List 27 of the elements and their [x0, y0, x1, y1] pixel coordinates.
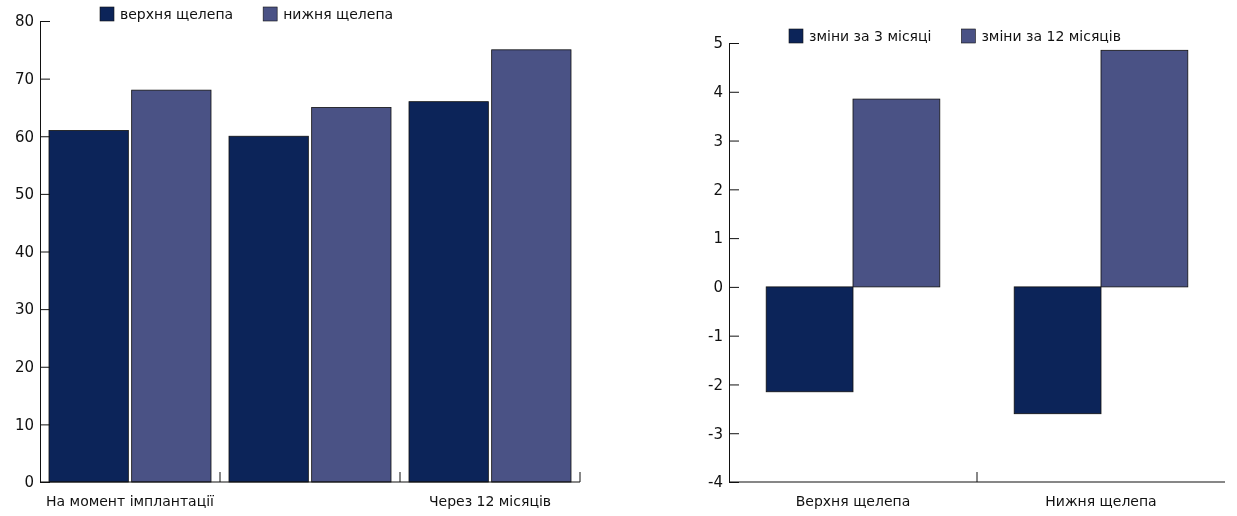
y-tick-label: 5	[713, 34, 723, 53]
y-tick-label: 0	[713, 278, 723, 297]
y-tick-label: 4	[713, 83, 723, 102]
y-tick-label: -3	[708, 424, 723, 443]
y-tick-label: 3	[713, 131, 723, 150]
legend-label: верхня щелепа	[120, 6, 234, 22]
y-tick-label: 2	[713, 180, 723, 199]
x-tick-label: Через 12 місяців	[428, 493, 552, 509]
x-tick-label: На момент імплантації	[46, 493, 215, 509]
x-tick-label: Верхня щелепа	[795, 493, 911, 509]
legend-label: зміни за 12 місяців	[981, 28, 1121, 44]
y-tick-label: 10	[14, 415, 34, 434]
y-tick-label: 30	[14, 300, 34, 319]
y-tick-label: 70	[14, 69, 34, 88]
y-tick-label: 20	[14, 358, 34, 377]
legend-label: нижня щелепа	[283, 6, 394, 22]
y-tick-label: -1	[708, 326, 723, 345]
y-tick-label: 80	[14, 12, 34, 31]
y-tick-label: 60	[14, 127, 34, 146]
y-tick-label: -2	[708, 375, 723, 394]
y-tick-label: 1	[713, 229, 723, 248]
y-tick-label: 50	[14, 185, 34, 204]
legend-label: зміни за 3 місяці	[809, 28, 932, 44]
y-tick-label: 40	[14, 242, 34, 261]
y-tick-label: 0	[24, 473, 34, 492]
x-tick-label: Нижня щелепа	[1045, 493, 1157, 509]
y-tick-label: -4	[708, 473, 723, 492]
